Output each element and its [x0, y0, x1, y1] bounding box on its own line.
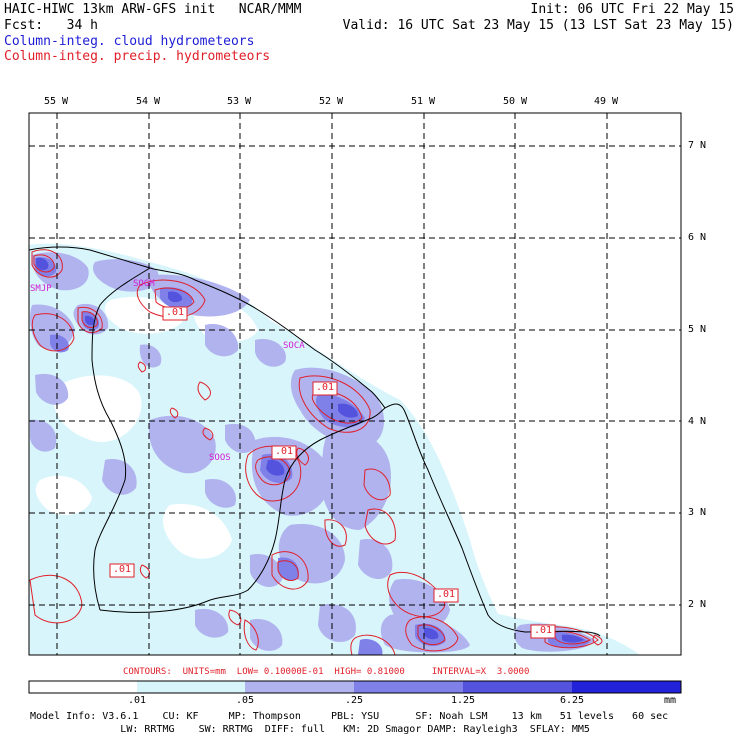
lon-label: 52 W	[319, 96, 344, 107]
lat-label: 5 N	[688, 324, 707, 335]
map-frame	[28, 112, 682, 656]
station-label: SMJP	[30, 284, 52, 294]
station-label: SOGM	[133, 279, 155, 289]
lat-label: 4 N	[688, 416, 707, 427]
station-label: SOOS	[209, 453, 231, 463]
colorbar-tick: .05	[235, 695, 255, 706]
lon-label: 49 W	[594, 96, 619, 107]
colorbar-tick: .01	[127, 695, 147, 706]
model-info-line1: Model Info: V3.6.1 CU: KF MP: Thompson P…	[30, 711, 669, 722]
colorbar-tick: 6.25	[559, 695, 585, 706]
contour-label: .01	[316, 382, 335, 393]
coastline	[29, 246, 601, 637]
contour-label: .01	[275, 446, 294, 457]
lon-label: 53 W	[227, 96, 252, 107]
cloud-field-peak	[36, 257, 584, 643]
cloud-field-light-holes	[35, 296, 258, 559]
init-time: Init: 06 UTC Fri 22 May 15	[530, 2, 735, 17]
valid-time: Valid: 16 UTC Sat 23 May 15 (13 LST Sat …	[342, 18, 734, 33]
colorbar-tick: 1.25	[450, 695, 476, 706]
lon-label: 50 W	[503, 96, 528, 107]
lat-lon-grid	[29, 113, 681, 655]
lon-label: 51 W	[411, 96, 436, 107]
lat-label: 6 N	[688, 232, 707, 243]
run-title: HAIC-HIWC 13km ARW-GFS init NCAR/MMM	[4, 2, 302, 17]
colorbar-tick: .25	[344, 695, 364, 706]
forecast-hour: Fcst: 34 h	[4, 18, 98, 33]
lat-label: 7 N	[688, 140, 707, 151]
cloud-legend: Column-integ. cloud hydrometeors	[4, 34, 255, 49]
precip-legend: Column-integ. precip. hydrometeors	[4, 49, 271, 64]
colorbar-unit: mm	[663, 695, 677, 706]
contour-label: .01	[534, 625, 553, 636]
lon-label: 54 W	[136, 96, 161, 107]
lat-label: 2 N	[688, 599, 707, 610]
lon-label: 55 W	[44, 96, 69, 107]
contour-info: CONTOURS: UNITS=mm LOW= 0.10000E-01 HIGH…	[123, 667, 530, 677]
station-label: SOCA	[283, 341, 305, 351]
contour-label: .01	[166, 307, 185, 318]
map-panel	[29, 113, 681, 655]
colorbar	[28, 680, 682, 694]
lat-label: 3 N	[688, 507, 707, 518]
contour-label: .01	[113, 564, 132, 575]
model-info-line2: LW: RRTMG SW: RRTMG DIFF: full KM: 2D Sm…	[30, 724, 590, 735]
contour-labels	[109, 306, 556, 639]
contour-label: .01	[437, 589, 456, 600]
